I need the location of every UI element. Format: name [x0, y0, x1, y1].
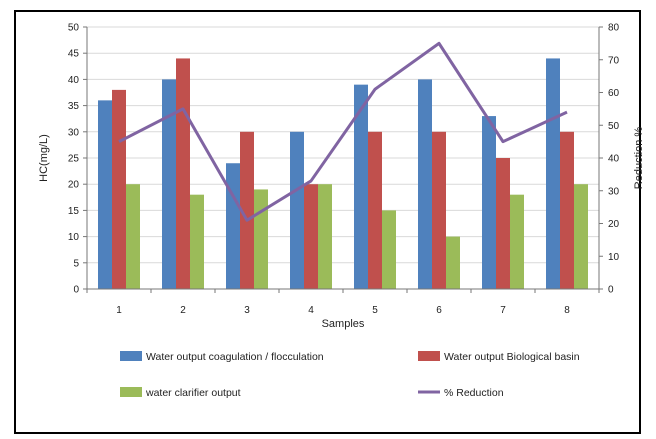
bar-s3-8	[574, 184, 588, 289]
left-tick-label: 30	[68, 127, 80, 138]
legend-swatch	[120, 387, 142, 397]
right-tick-label: 20	[608, 219, 620, 230]
legend-swatch	[418, 351, 440, 361]
x-axis-ticks: 1 2 3 4 5 6 7 8	[86, 289, 600, 316]
x-tick-label: 5	[372, 305, 378, 316]
bar-s2-7	[496, 158, 510, 289]
right-tick-label: 10	[608, 252, 620, 263]
bar-s2-8	[560, 131, 574, 289]
left-tick-label: 5	[73, 258, 79, 269]
bar-s1-8	[546, 58, 560, 289]
legend-label: Water output coagulation / flocculation	[146, 351, 324, 363]
bar-s1-6	[418, 79, 432, 290]
legend: Water output coagulation / flocculation W…	[120, 351, 580, 399]
legend-label: Water output Biological basin	[444, 351, 580, 363]
bar-s2-5	[368, 131, 382, 289]
bar-s1-1	[98, 100, 112, 289]
line-series	[118, 41, 568, 222]
bar-s2-3	[240, 131, 254, 289]
right-tick-label: 80	[608, 23, 620, 34]
legend-swatch	[120, 351, 142, 361]
left-tick-label: 0	[73, 285, 79, 296]
bar-s1-3	[226, 163, 240, 289]
left-tick-label: 35	[68, 101, 80, 112]
x-tick-label: 1	[116, 305, 122, 316]
x-tick-label: 3	[244, 305, 250, 316]
bar-s2-1	[112, 89, 126, 289]
bar-series	[98, 58, 588, 290]
right-tick-label: 40	[608, 154, 620, 165]
left-tick-label: 15	[68, 206, 80, 217]
right-axis-ticks: 0 10 20 30 40 50 60 70 80	[599, 23, 620, 296]
y-axis-title: HC(mg/L)	[38, 134, 50, 182]
y2-axis-title: Reduction %	[633, 127, 645, 190]
legend-label: % Reduction	[444, 387, 504, 399]
bar-s1-2	[162, 79, 176, 290]
left-tick-label: 40	[68, 75, 80, 86]
bar-s2-6	[432, 131, 446, 289]
bar-s3-5	[382, 210, 396, 289]
legend-label: water clarifier output	[145, 387, 241, 399]
x-tick-label: 4	[308, 305, 314, 316]
right-tick-label: 0	[608, 285, 614, 296]
bar-s3-4	[318, 184, 332, 289]
x-tick-label: 6	[436, 305, 442, 316]
bar-s3-3	[254, 189, 268, 289]
left-tick-label: 20	[68, 180, 80, 191]
reduction-line	[118, 41, 568, 222]
bar-s2-2	[176, 58, 190, 289]
bar-s1-7	[482, 116, 496, 289]
left-tick-label: 45	[68, 49, 80, 60]
x-tick-label: 2	[180, 305, 186, 316]
bar-s3-1	[126, 184, 140, 289]
bar-s3-7	[510, 194, 524, 289]
left-tick-label: 10	[68, 232, 80, 243]
x-tick-label: 7	[500, 305, 506, 316]
right-tick-label: 60	[608, 88, 620, 99]
left-axis-ticks: 0 5 10 15 20 25 30 35 40 45 50	[68, 23, 87, 296]
left-tick-label: 50	[68, 23, 80, 34]
left-tick-label: 25	[68, 154, 80, 165]
bar-s2-4	[304, 184, 318, 289]
right-tick-label: 70	[608, 55, 620, 66]
right-tick-label: 50	[608, 121, 620, 132]
bar-s3-2	[190, 194, 204, 289]
x-tick-label: 8	[564, 305, 570, 316]
x-axis-title: Samples	[322, 318, 365, 330]
bar-s1-5	[354, 84, 368, 289]
bar-s1-4	[290, 131, 304, 289]
right-tick-label: 30	[608, 186, 620, 197]
bar-s3-6	[446, 236, 460, 289]
